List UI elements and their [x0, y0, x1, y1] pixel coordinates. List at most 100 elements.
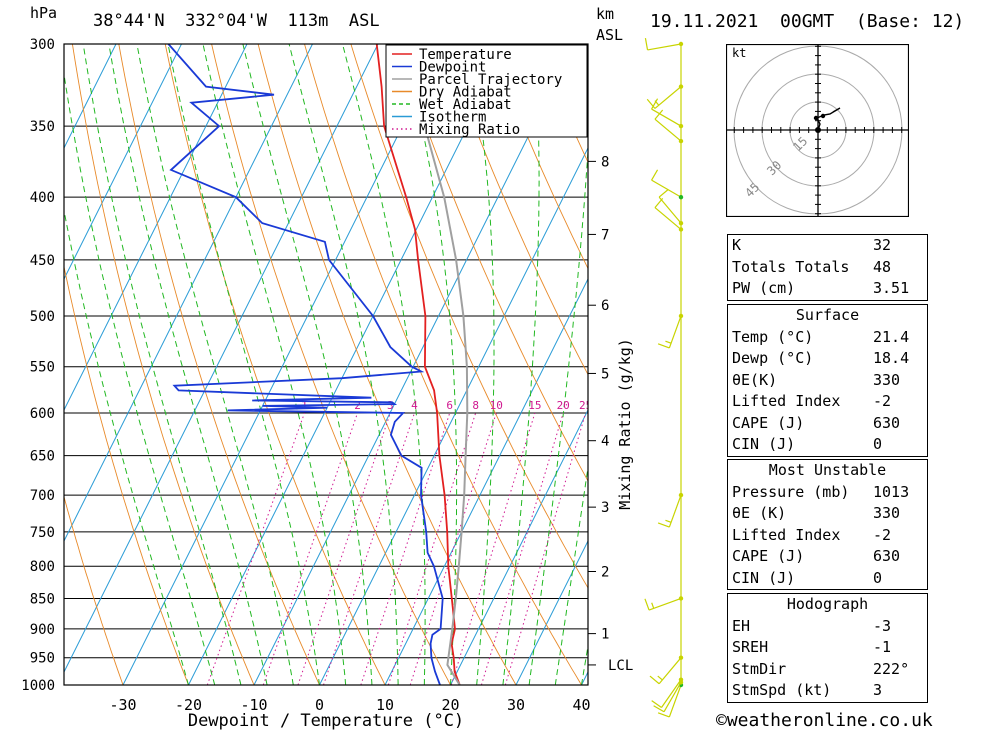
pressure-tick-label: 300	[30, 37, 55, 53]
isotherm-line	[64, 44, 379, 674]
km-tick-label: 4	[601, 434, 609, 450]
dry-adiabat-line	[443, 44, 588, 376]
isotherm-line	[450, 408, 588, 685]
wind-barb-feather	[651, 602, 655, 609]
temperature-tick-label: 0	[315, 696, 324, 714]
legend-mixing-ratio: Mixing Ratio	[419, 122, 520, 138]
index-value: 3	[873, 681, 883, 699]
wind-barb-feather	[651, 169, 659, 181]
x-axis-label: Dewpoint / Temperature (°C)	[188, 711, 464, 731]
wind-barb-dot	[678, 677, 684, 682]
pressure-tick-label: 600	[30, 406, 55, 422]
wind-barb	[651, 179, 682, 198]
mixing-ratio-axis-label: Mixing Ratio (g/kg)	[616, 338, 634, 510]
wind-barb-dot	[678, 138, 684, 144]
isotherm-line	[515, 539, 588, 685]
wind-barb-dot	[678, 227, 684, 232]
km-unit-label: km	[596, 5, 615, 23]
mixing-ratio-label: 6	[446, 399, 453, 412]
dry-adiabat-line	[71, 44, 255, 685]
most-unstable-title: Most Unstable	[768, 461, 887, 479]
index-row: Pressure (mb) 1013	[728, 482, 927, 504]
index-row: Temp (°C) 21.4	[728, 327, 927, 349]
index-value: 48	[873, 257, 892, 276]
index-value: 0	[873, 568, 883, 587]
temperature-tick-label: -20	[175, 696, 202, 714]
temperature-tick-label: 20	[441, 696, 459, 714]
pressure-tick-label: 500	[30, 309, 55, 325]
index-value: -1	[873, 638, 892, 656]
index-row: CIN (J) 0	[728, 434, 927, 456]
legend-temperature: Temperature	[419, 47, 512, 63]
wind-barb-feather	[665, 340, 672, 344]
wet-adiabat-line	[342, 44, 426, 685]
datetime-title: 19.11.2021 00GMT (Base: 12)	[650, 11, 965, 32]
wet-adiabat-line	[468, 44, 495, 685]
index-row: K 32	[728, 235, 927, 257]
copyright-link[interactable]: ©weatheronline.co.uk	[716, 710, 933, 731]
wind-barb-feather	[653, 705, 665, 713]
lcl-label: LCL	[608, 658, 633, 674]
km-tick-label: 2	[601, 564, 609, 580]
legend-dewpoint: Dewpoint	[419, 60, 486, 76]
wind-barb	[663, 682, 682, 713]
wind-barb-dot	[678, 123, 684, 129]
dry-adiabat-line	[64, 495, 124, 685]
temperature-tick-label: 30	[507, 696, 525, 714]
index-row: EH -3	[728, 616, 927, 638]
isotherm-line	[122, 44, 444, 685]
hodograph-title: Hodograph	[786, 595, 869, 613]
pressure-tick-label: 800	[30, 559, 55, 575]
isotherm-line	[253, 44, 575, 685]
asl-unit-label: ASL	[596, 26, 624, 44]
index-label: Lifted Index	[732, 525, 841, 544]
index-row: StmDir 222°	[728, 659, 927, 681]
index-label: StmSpd (kt)	[732, 681, 832, 699]
index-label: Dewp (°C)	[732, 349, 814, 367]
index-value: -2	[873, 392, 892, 410]
pressure-tick-label: 350	[30, 119, 55, 135]
wind-barb	[654, 118, 682, 142]
dry-adiabat-line	[64, 264, 189, 685]
pressure-tick-label: 1000	[21, 678, 55, 694]
wind-barb-feather	[657, 343, 670, 349]
temperature-tick-label: 10	[376, 696, 394, 714]
wet-adiabat-line	[108, 44, 268, 685]
wind-barb	[654, 207, 682, 230]
isotherm-line	[64, 44, 117, 150]
dry-adiabat-line	[304, 44, 582, 685]
index-label: StmDir	[732, 659, 787, 678]
wind-barb	[668, 684, 682, 718]
wind-barb-feather	[665, 519, 672, 523]
index-value: 0	[873, 435, 883, 453]
index-label: SREH	[732, 638, 769, 656]
wind-barb-feather	[644, 598, 650, 611]
wet-adiabat-line	[64, 71, 216, 685]
mixing-ratio-label: 8	[472, 399, 479, 412]
most-unstable-panel: Most Unstable Pressure (mb) 1013 θE (K) 33…	[727, 459, 928, 590]
index-row: θE (K) 330	[728, 503, 927, 525]
pressure-tick-label: 650	[30, 449, 55, 465]
index-value: -3	[873, 616, 892, 635]
index-row: CAPE (J) 630	[728, 413, 927, 435]
mixing-ratio-label: 10	[490, 399, 503, 412]
wind-barb-feather	[646, 98, 656, 109]
index-label: EH	[732, 616, 751, 635]
dewpoint-line	[167, 44, 444, 685]
isotherm-line	[188, 44, 510, 685]
index-label: K	[732, 236, 742, 254]
wet-adiabat-line	[136, 44, 294, 685]
surface-panel: Surface Temp (°C) 21.4 Dewp (°C) 18.4 θE(K…	[727, 304, 928, 457]
mixing-ratio-label: 20	[557, 399, 570, 412]
isotherm-line	[384, 277, 588, 685]
wind-barb-feather	[644, 37, 649, 51]
dry-adiabat-line	[164, 44, 386, 685]
dry-adiabat-line	[396, 44, 588, 482]
wind-barb	[668, 315, 682, 349]
wind-barb	[658, 657, 682, 685]
wind-barb-dot	[678, 313, 684, 319]
mixing-ratio-label: 4	[411, 399, 418, 412]
index-label: Totals Totals	[732, 257, 850, 276]
legend-dry-adiabat: Dry Adiabat	[419, 85, 512, 101]
pressure-tick-label: 750	[30, 525, 55, 541]
